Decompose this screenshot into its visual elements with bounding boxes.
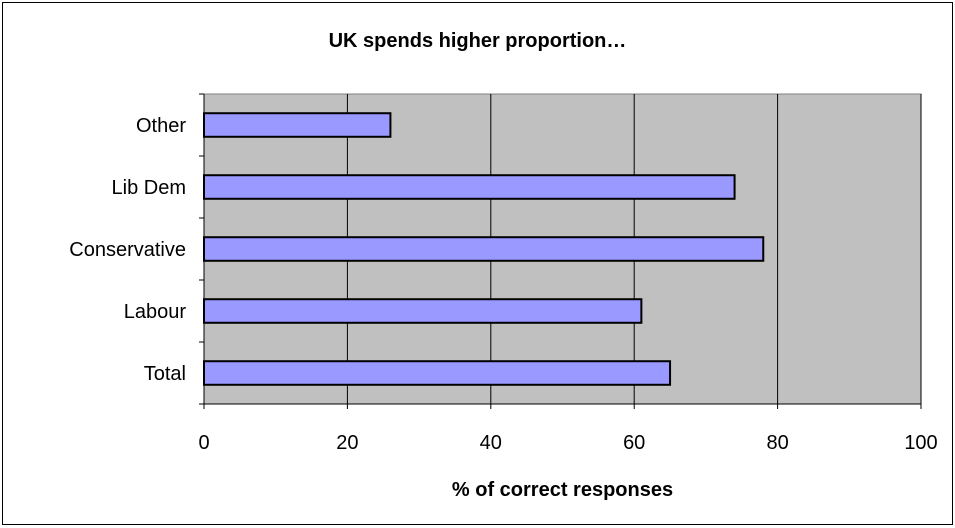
x-tick-label: 60 — [623, 432, 645, 454]
x-tick-label: 0 — [198, 432, 209, 454]
category-label: Labour — [124, 301, 187, 323]
category-label: Other — [136, 115, 186, 137]
x-axis-title: % of correct responses — [451, 479, 674, 501]
category-label: Total — [144, 363, 186, 385]
x-tick-label: 80 — [766, 432, 788, 454]
x-tick-label: 40 — [480, 432, 502, 454]
x-tick-label: 20 — [336, 432, 358, 454]
x-tick-label: 100 — [904, 432, 937, 454]
bar-total — [203, 360, 672, 386]
chart-title: UK spends higher proportion… — [328, 30, 627, 52]
bar-other — [203, 112, 392, 138]
bar-conservative — [203, 236, 765, 262]
bar-labour — [203, 298, 643, 324]
bar-lib-dem — [203, 174, 736, 200]
category-label: Conservative — [69, 239, 186, 261]
category-label: Lib Dem — [112, 177, 186, 199]
